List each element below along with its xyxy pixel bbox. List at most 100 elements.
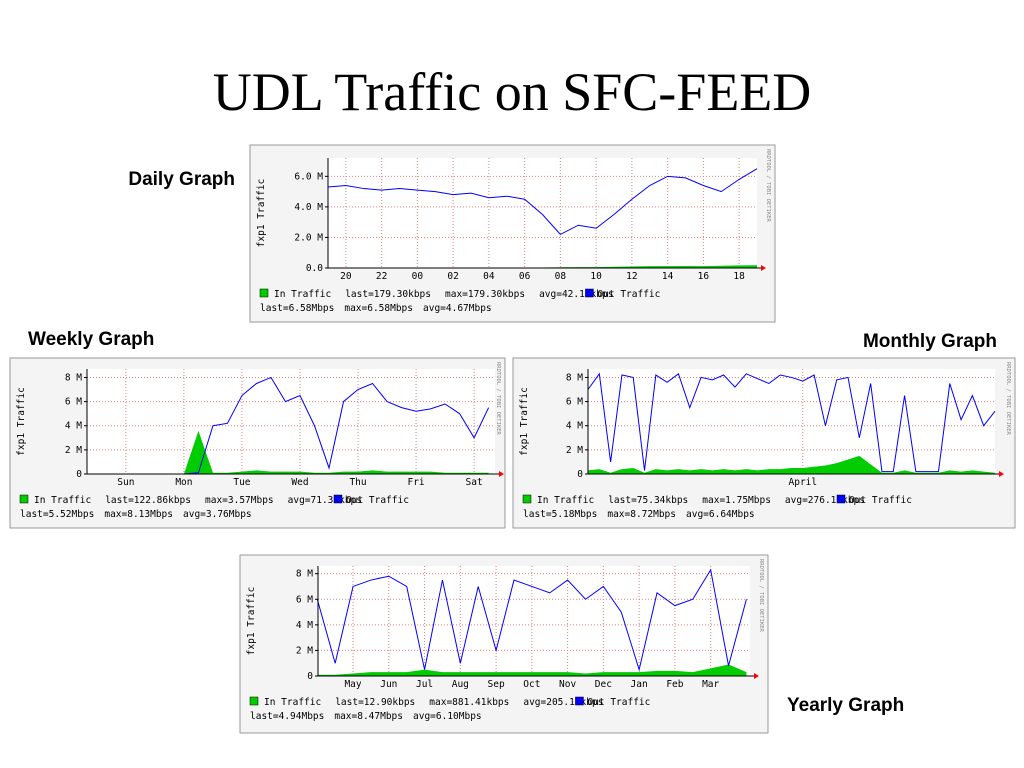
y-tick-label: 4 M	[566, 421, 583, 432]
graph-name: Monthly Graph	[863, 331, 997, 352]
y-tick-label: 2 M	[296, 645, 313, 656]
x-tick-label: Nov	[559, 679, 576, 690]
legend-entry: Out Traffic	[597, 289, 660, 300]
legend-stat: last=75.34kbps	[608, 495, 688, 506]
legend-stat: avg=4.67Mbps	[423, 303, 492, 314]
in-traffic-area	[588, 455, 995, 474]
legend-swatch	[333, 494, 343, 504]
legend-swatch	[522, 494, 532, 504]
x-tick-label: Jun	[380, 679, 397, 690]
legend-stat: last=5.52Mbps	[20, 509, 94, 520]
legend-entry: Out Traffic	[849, 495, 912, 506]
slide-title: UDL Traffic on SFC-FEED	[213, 62, 812, 122]
y-tick-label: 0	[307, 671, 313, 682]
x-tick-label: Mar	[702, 679, 719, 690]
legend-stat: avg=6.64Mbps	[686, 509, 755, 520]
legend-stat: avg=42.16kbps	[539, 289, 613, 300]
legend-entry: In Traffic	[537, 495, 594, 506]
legend-line: In Traffic last=179.30kbps max=179.30kbps a…	[274, 289, 613, 300]
legend-entry: In Traffic	[34, 495, 91, 506]
legend-stat: last=6.58Mbps	[260, 303, 334, 314]
out-traffic-line	[587, 372, 996, 473]
x-tick-label: 06	[519, 271, 531, 282]
y-tick-label: 2 M	[566, 445, 583, 456]
x-tick-label: 02	[447, 271, 458, 282]
x-tick-label: 16	[698, 271, 710, 282]
x-tick-label: 12	[626, 271, 637, 282]
legend-swatch	[836, 494, 846, 504]
watermark: RRDTOOL / TOBI OETIKER	[758, 559, 764, 633]
y-tick-label: 0.0	[306, 263, 323, 274]
legend-stat: last=4.94Mbps	[250, 711, 324, 722]
y-tick-label: 0	[577, 469, 583, 480]
graph-name: Weekly Graph	[28, 329, 154, 350]
out-traffic-line	[327, 168, 758, 236]
legend-entry: In Traffic	[274, 289, 331, 300]
watermark: RRDTOOL / TOBI OETIKER	[1005, 362, 1011, 436]
legend-line: last=5.18Mbps max=8.72Mbps avg=6.64Mbps	[523, 509, 755, 520]
y-tick-label: 6 M	[566, 397, 583, 408]
legend-stat: last=12.90kbps	[335, 697, 415, 708]
x-tick-label: 00	[412, 271, 424, 282]
legend-line: last=6.58Mbps max=6.58Mbps avg=4.67Mbps	[260, 303, 492, 314]
x-tick-label: 10	[590, 271, 602, 282]
x-tick-label: Jan	[631, 679, 648, 690]
y-tick-label: 4 M	[65, 421, 82, 432]
legend-stat: max=1.75Mbps	[702, 495, 771, 506]
y-tick-label: 2.0 M	[294, 232, 323, 243]
legend-stat: max=8.47Mbps	[334, 711, 403, 722]
out-traffic-line	[316, 568, 747, 672]
in-traffic-area	[317, 664, 747, 676]
legend-stat: max=881.41kbps	[429, 697, 509, 708]
plot-area	[318, 566, 750, 676]
legend-swatch	[575, 696, 584, 706]
in-traffic-area	[96, 430, 489, 474]
legend-stat: avg=6.10Mbps	[413, 711, 482, 722]
x-tick-label: 20	[340, 271, 352, 282]
legend-line: last=4.94Mbps max=8.47Mbps avg=6.10Mbps	[250, 711, 482, 722]
legend-stat: avg=276.18kbps	[785, 495, 865, 506]
in-traffic-area	[328, 265, 757, 268]
legend-swatch	[249, 696, 259, 706]
plot-area	[87, 369, 495, 474]
legend-stat: last=122.86kbps	[105, 495, 191, 506]
legend-swatch	[585, 288, 594, 298]
x-tick-label: Aug	[452, 679, 469, 690]
traffic-graph: 0 2 M 4 M 6 M 8 M Sun Mon Tue Wed Thu Fri Sat fxp1 T…	[9, 357, 506, 529]
legend-line: In Traffic last=75.34kbps max=1.75Mbps avg=…	[537, 495, 865, 506]
x-tick-label: April	[789, 477, 818, 488]
watermark: RRDTOOL / TOBI OETIKER	[495, 362, 501, 436]
x-tick-label: Fri	[407, 477, 424, 488]
traffic-graph: 0 2 M 4 M 6 M 8 M April fxp1 Traffic RRDTOOL / …	[512, 357, 1016, 529]
y-tick-label: 2 M	[65, 445, 82, 456]
x-tick-label: Feb	[666, 679, 683, 690]
x-tick-label: 04	[483, 271, 495, 282]
legend-line: last=5.52Mbps max=8.13Mbps avg=3.76Mbps	[20, 509, 252, 520]
x-tick-label: Mon	[175, 477, 192, 488]
legend-stat: last=5.18Mbps	[523, 509, 597, 520]
x-tick-label: Jul	[416, 679, 433, 690]
legend-entry: Out Traffic	[587, 697, 650, 708]
legend-entry: In Traffic	[264, 697, 321, 708]
x-tick-label: May	[344, 679, 361, 690]
x-axis-arrow	[499, 471, 504, 477]
legend-stat: avg=3.76Mbps	[183, 509, 252, 520]
y-tick-label: 8 M	[65, 372, 82, 383]
graph-name: Yearly Graph	[787, 695, 904, 716]
y-axis-label: fxp1 Traffic	[246, 587, 257, 656]
plot-area	[328, 158, 757, 268]
legend-line: In Traffic last=12.90kbps max=881.41kbps av…	[264, 697, 603, 708]
legend-line: In Traffic last=122.86kbps max=3.57Mbps avg…	[34, 495, 362, 506]
legend-stat: max=6.58Mbps	[344, 303, 413, 314]
legend-stat: max=179.30kbps	[445, 289, 525, 300]
x-axis-arrow	[999, 471, 1004, 477]
x-axis-arrow	[761, 265, 766, 271]
legend-stat: avg=205.15kbps	[523, 697, 603, 708]
x-tick-label: Tue	[233, 477, 250, 488]
y-tick-label: 6 M	[65, 397, 82, 408]
y-tick-label: 0	[76, 469, 82, 480]
plot-area	[588, 369, 995, 474]
legend-stat: max=8.72Mbps	[607, 509, 676, 520]
x-tick-label: Sun	[117, 477, 134, 488]
